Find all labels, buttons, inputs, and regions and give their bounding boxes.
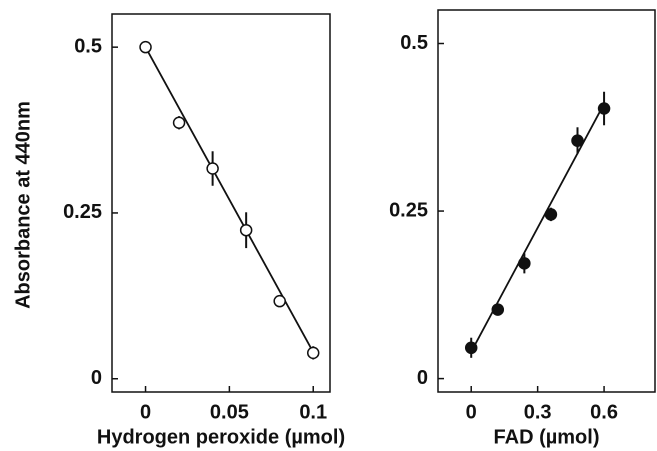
point <box>139 40 152 54</box>
point <box>273 294 286 308</box>
y-tick-label: 0 <box>417 367 428 389</box>
plot-frame <box>111 13 331 393</box>
y-tick-label: 0 <box>91 367 102 389</box>
point <box>306 346 320 360</box>
fit-line <box>470 103 605 353</box>
y-tick-label: 0.5 <box>74 35 102 57</box>
point <box>464 341 478 355</box>
x-tick-label: 0 <box>466 401 477 423</box>
point <box>172 116 186 130</box>
x-axis-label: Hydrogen peroxide (µmol) <box>97 426 345 448</box>
x-tick-label: 0.3 <box>524 401 552 423</box>
point <box>571 134 584 147</box>
x-tick-label: 0.6 <box>590 401 618 423</box>
y-axis-label: Absorbance at 440nm <box>12 101 34 309</box>
x-tick-label: 0.05 <box>210 401 249 423</box>
point <box>544 208 558 221</box>
y-tick-label: 0.25 <box>63 201 102 223</box>
x-axis-label: FAD (µmol) <box>494 426 600 448</box>
plot-frame <box>437 9 656 393</box>
point <box>239 223 253 237</box>
y-tick-label: 0.25 <box>389 199 428 221</box>
point <box>491 303 505 316</box>
x-tick-label: 0.1 <box>299 401 327 423</box>
point <box>206 162 219 175</box>
point <box>597 102 611 115</box>
point <box>518 257 531 270</box>
x-tick-label: 0 <box>140 401 151 423</box>
y-tick-label: 0.5 <box>400 32 428 54</box>
fit-line <box>144 46 315 353</box>
